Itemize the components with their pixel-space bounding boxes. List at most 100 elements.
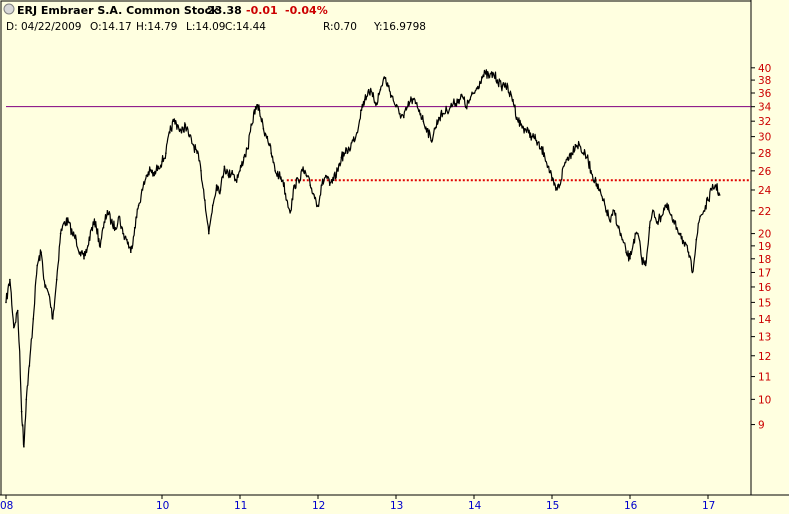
price-point	[40, 251, 42, 253]
price-point	[20, 410, 23, 413]
price-point	[406, 105, 409, 108]
price-point	[687, 251, 690, 253]
x-tick-label: 14	[468, 500, 482, 512]
price-point	[594, 179, 596, 181]
price-series	[5, 69, 721, 448]
price-point	[172, 120, 175, 122]
price-point	[660, 215, 662, 218]
bar-low: L:14.09	[186, 21, 225, 33]
price-point	[211, 204, 214, 207]
y-tick-label: 30	[758, 132, 771, 144]
price-point	[676, 226, 678, 229]
price-point	[313, 194, 315, 196]
price-point	[570, 152, 573, 154]
price-point	[270, 152, 273, 154]
price-point	[317, 204, 319, 207]
price-point	[668, 210, 670, 212]
price-point	[360, 109, 362, 111]
price-point	[63, 221, 66, 223]
bar-close: C:14.44	[225, 21, 266, 33]
price-point	[683, 245, 686, 247]
price-point	[383, 76, 386, 78]
price-point	[516, 116, 518, 119]
price-point	[258, 109, 261, 111]
price-point	[387, 85, 390, 88]
settings-knob-icon[interactable]	[3, 3, 15, 15]
price-point	[520, 124, 522, 126]
y-tick-label: 32	[758, 116, 771, 128]
price-point	[617, 226, 620, 229]
price-point	[375, 102, 378, 104]
price-point	[130, 251, 132, 253]
y-tick-label: 14	[758, 314, 772, 326]
price-point	[609, 221, 612, 223]
price-point	[457, 98, 460, 101]
price-point	[137, 204, 140, 207]
y-tick-label: 15	[758, 297, 771, 309]
price-point	[414, 102, 417, 104]
price-point	[16, 309, 19, 312]
price-point	[180, 131, 183, 134]
price-point	[325, 174, 327, 177]
price-point	[122, 232, 124, 235]
price-point	[223, 165, 226, 168]
price-point	[442, 113, 444, 115]
chart-header: ERJ Embraer S.A. Common Stock 23.38 -0.0…	[3, 3, 426, 33]
price-point	[301, 170, 304, 172]
y-tick-label: 19	[758, 241, 771, 253]
price-point	[559, 184, 561, 186]
price-point	[399, 113, 401, 115]
y-tick-label: 22	[758, 206, 771, 218]
price-point	[453, 102, 456, 104]
y-tick-label: 36	[758, 88, 772, 100]
price-point	[36, 264, 38, 267]
price-point	[578, 143, 581, 146]
x-tick-label: 13	[390, 500, 403, 512]
price-point	[141, 189, 144, 191]
y-tick-label: 17	[758, 267, 771, 279]
price-point	[582, 152, 584, 154]
price-point	[157, 165, 159, 168]
price-point	[87, 245, 89, 247]
price-point	[598, 189, 600, 191]
price-point	[648, 226, 651, 229]
price-point	[215, 184, 218, 186]
price-point	[477, 85, 479, 88]
bar-open: O:14.17	[90, 21, 132, 33]
price-point	[126, 238, 128, 241]
price-point	[605, 210, 608, 212]
price-point	[161, 161, 163, 163]
price-point	[102, 226, 105, 229]
price-point	[547, 165, 549, 168]
price-point	[52, 318, 54, 320]
price-point	[282, 179, 284, 181]
price-point	[469, 98, 471, 101]
price-point	[488, 76, 491, 78]
price-point	[356, 131, 358, 134]
price-point	[621, 238, 623, 241]
price-point	[379, 88, 382, 91]
last-price: 23.38	[207, 4, 242, 17]
price-point	[91, 226, 93, 229]
price-point	[23, 446, 25, 448]
price-point	[340, 156, 343, 159]
price-point	[293, 184, 296, 186]
price-point	[266, 135, 269, 138]
price-point	[55, 278, 58, 281]
price-point	[71, 232, 74, 235]
x-axis-ticks: 08 10 11 12 13 14 15 16 17	[0, 495, 715, 512]
price-point	[352, 139, 354, 142]
price-point	[500, 85, 503, 88]
price-point	[711, 189, 713, 191]
price-point	[28, 365, 31, 367]
price-point	[590, 170, 592, 172]
price-point	[289, 210, 292, 212]
price-point	[601, 199, 604, 201]
price-point	[309, 184, 312, 186]
price-point	[656, 221, 659, 223]
price-change-pct: -0.04%	[285, 4, 328, 17]
price-point	[403, 116, 405, 119]
price-point	[691, 271, 694, 274]
